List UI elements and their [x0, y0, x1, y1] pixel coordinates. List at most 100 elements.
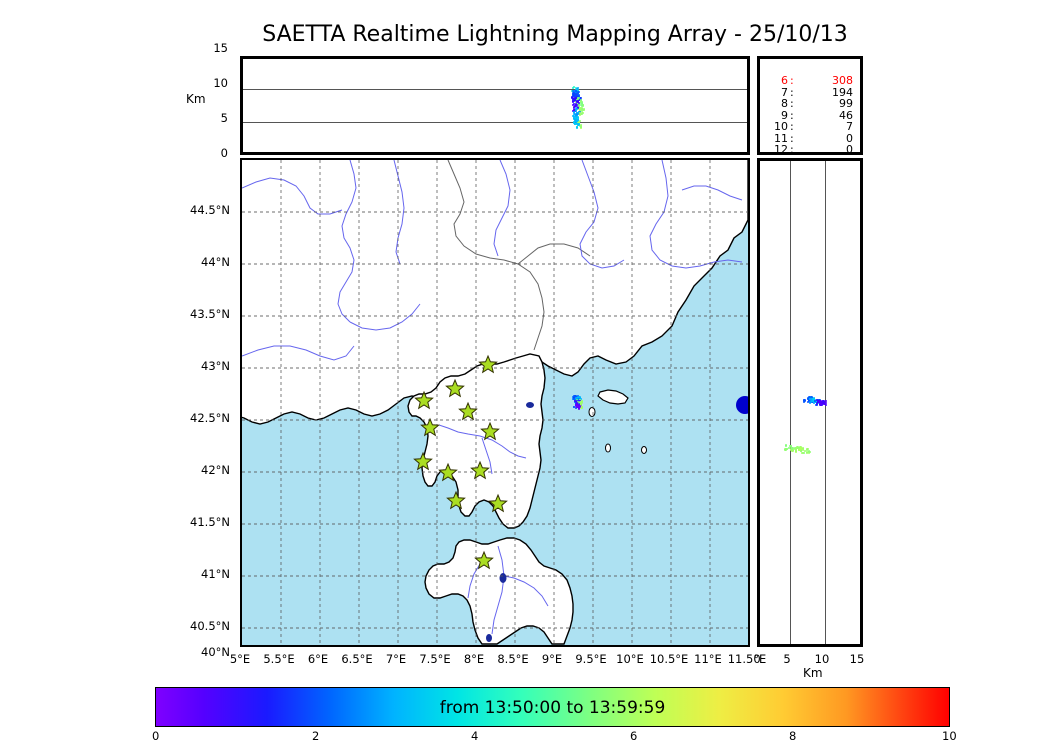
- lightning-source-point: [784, 448, 787, 451]
- landmasses: [242, 160, 748, 645]
- colorbar-tick-0: 0: [152, 729, 160, 743]
- saetta-station-markers: [413, 354, 508, 570]
- time-colorbar[interactable]: from 13:50:00 to 13:59:59: [155, 687, 950, 727]
- lightning-source-point: [574, 107, 578, 110]
- legend-stations: 6: [781, 74, 788, 87]
- map-ytick-42.5N: 42.5°N: [190, 411, 230, 425]
- elba-island: [597, 389, 629, 405]
- station-star-icon: [414, 390, 434, 410]
- right-panel-xtick-5: 5: [783, 652, 791, 666]
- lightning-source-point: [571, 100, 574, 103]
- lightning-source-point: [572, 90, 575, 93]
- lightning-source-point: [574, 105, 578, 108]
- lightning-source-point: [574, 397, 578, 400]
- legend-stations: 8: [781, 97, 788, 110]
- lightning-source-point: [574, 99, 577, 102]
- lightning-source-point: [802, 447, 805, 450]
- lightning-source-point: [579, 108, 582, 111]
- right-panel-xtick-15: 15: [849, 652, 865, 666]
- gridline-10km: [243, 89, 747, 90]
- lightning-source-point: [572, 97, 575, 100]
- lightning-source-point: [580, 401, 583, 404]
- lightning-source-point: [578, 398, 582, 401]
- lightning-source-point: [803, 401, 806, 404]
- lightning-source-point: [577, 403, 581, 407]
- lightning-source-point: [579, 100, 582, 103]
- lightning-source-point: [576, 404, 579, 408]
- legend-count: 99: [839, 97, 853, 110]
- lightning-source-point: [575, 126, 579, 129]
- east-edge-marker: [736, 396, 748, 414]
- islet-giglio: [641, 446, 647, 454]
- longitude-altitude-panel[interactable]: [240, 56, 750, 155]
- lightning-map-panel[interactable]: [240, 158, 750, 647]
- lightning-source-point: [578, 107, 581, 110]
- lightning-source-point: [583, 107, 586, 111]
- administrative-borders: [447, 160, 591, 351]
- lightning-source-point: [812, 401, 815, 404]
- legend-count: 194: [832, 85, 853, 99]
- legend-count: 0: [846, 131, 853, 145]
- lightning-source-point: [576, 106, 580, 109]
- right-panel-xtick-0: 0: [753, 652, 761, 666]
- lightning-source-point: [815, 403, 818, 407]
- lightning-source-point: [815, 402, 819, 405]
- lightning-source-point: [574, 119, 577, 123]
- lightning-source-point: [575, 119, 579, 122]
- lightning-source-point: [580, 98, 583, 101]
- lightning-source-point: [579, 124, 582, 127]
- lightning-source-point: [578, 95, 581, 98]
- lightning-source-point: [576, 113, 579, 116]
- station-star-icon: [445, 378, 465, 398]
- lightning-source-point: [807, 450, 810, 453]
- lightning-source-point: [575, 402, 579, 405]
- lightning-source-point: [577, 111, 580, 114]
- lightning-source-point: [816, 400, 819, 403]
- lightning-source-point: [575, 110, 578, 113]
- lightning-source-point: [572, 109, 576, 112]
- legend-separator: :: [790, 85, 794, 99]
- legend-separator: :: [790, 120, 794, 133]
- lightning-source-point: [807, 451, 810, 455]
- legend-stations: 11: [774, 131, 788, 145]
- map-ytick-40N: 40°N: [201, 645, 230, 659]
- lightning-source-point: [576, 401, 579, 404]
- altitude-latitude-panel[interactable]: [757, 158, 863, 647]
- sardinia-island: [424, 537, 574, 645]
- station-star-icon: [488, 493, 508, 513]
- lightning-source-point: [571, 104, 575, 107]
- lightning-source-point: [575, 102, 578, 105]
- top-panel-y-axis-label: Km: [186, 92, 206, 106]
- map-ytick-41N: 41°N: [201, 567, 230, 581]
- legend-count: 0: [846, 143, 853, 155]
- lightning-source-point: [574, 406, 578, 410]
- station-star-icon: [470, 460, 490, 480]
- lightning-source-point: [806, 451, 809, 454]
- map-xtick-10.5E: 10.5°E: [649, 652, 689, 666]
- lightning-source-point: [577, 92, 580, 95]
- lightning-source-point: [799, 450, 803, 453]
- lightning-source-point: [825, 400, 828, 403]
- lightning-source-point: [579, 126, 582, 129]
- rivers: [242, 160, 743, 635]
- legend-row: 6 : 308: [760, 75, 860, 87]
- lightning-source-point: [576, 121, 580, 124]
- map-ytick-41.5N: 41.5°N: [190, 515, 230, 529]
- lightning-source-point: [576, 111, 579, 115]
- legend-separator: :: [790, 108, 794, 122]
- lightning-source-point: [801, 448, 804, 451]
- lightning-source-point: [819, 403, 822, 406]
- lightning-source-point: [819, 400, 822, 403]
- lightning-source-point: [579, 114, 582, 117]
- lightning-source-point: [577, 123, 580, 126]
- lightning-source-point: [580, 406, 583, 409]
- map-ytick-43.5N: 43.5°N: [190, 307, 230, 321]
- legend-row: 10 : 7: [760, 121, 860, 133]
- lightning-source-point: [813, 399, 817, 402]
- lightning-source-point: [576, 103, 579, 106]
- map-xtick-7E: 7°E: [385, 652, 407, 666]
- colorbar-tick-4: 4: [471, 729, 479, 743]
- lightning-source-point: [577, 112, 580, 116]
- lightning-source-point: [808, 401, 812, 404]
- islet-capraia: [588, 407, 596, 417]
